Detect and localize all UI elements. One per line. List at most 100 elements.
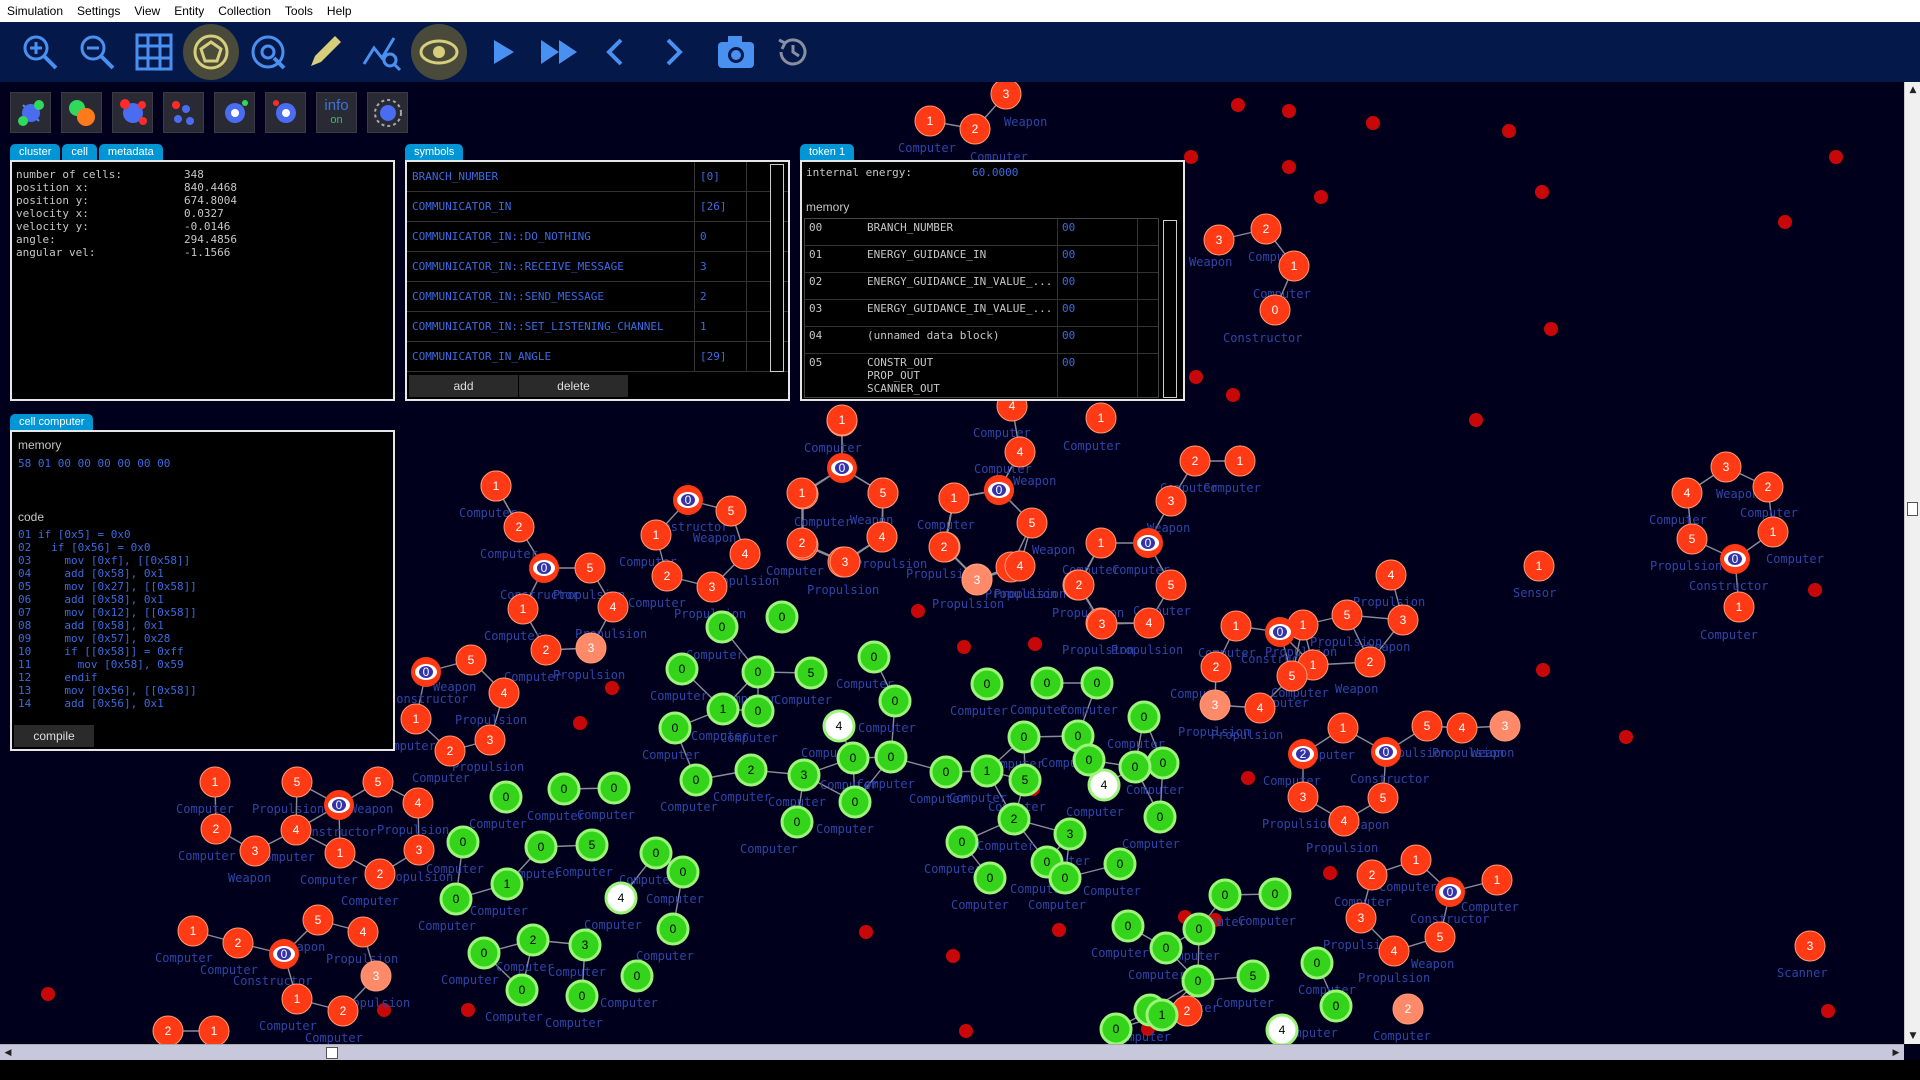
cell[interactable]: 5 [1008, 763, 1042, 797]
cell-network[interactable]: Computer Computer Weapon Weapon Computer Comp… [0, 82, 1904, 1044]
tab-cell-computer[interactable]: cell computer [10, 414, 94, 430]
energy-value[interactable]: 60.0000 [972, 166, 1019, 179]
energy-particle[interactable] [1778, 215, 1792, 229]
cell[interactable]: 5 [1331, 599, 1363, 631]
energy-particle[interactable] [959, 1024, 973, 1038]
cell[interactable]: 1 [914, 105, 946, 137]
menu-tools[interactable]: Tools [284, 4, 313, 18]
energy-particle[interactable] [957, 640, 971, 654]
energy-particle[interactable] [1502, 124, 1516, 138]
cell[interactable]: 4 [488, 677, 520, 709]
cell[interactable]: 5 [1424, 921, 1456, 953]
cell[interactable]: 1 [1723, 591, 1755, 623]
cell[interactable]: 0 [929, 755, 963, 789]
cell[interactable]: 1 [1145, 998, 1179, 1032]
energy-particle[interactable] [1241, 771, 1255, 785]
cell[interactable]: 1 [640, 519, 672, 551]
symbol-value[interactable]: [0] [695, 161, 747, 192]
cell[interactable]: 0 [1118, 750, 1152, 784]
camera-icon[interactable] [708, 24, 764, 80]
cell[interactable]: 0 [565, 979, 599, 1013]
cell[interactable]: 3 [568, 928, 602, 962]
cell[interactable]: 2 [786, 527, 818, 559]
cell[interactable]: 5 [867, 477, 899, 509]
cell[interactable]: 2 [1179, 445, 1211, 477]
token-scrollbar[interactable] [1163, 220, 1177, 398]
energy-particle[interactable] [1226, 388, 1240, 402]
grid-icon[interactable] [126, 24, 182, 80]
energy-particle[interactable] [1282, 160, 1296, 174]
energy-particle[interactable] [573, 716, 587, 730]
cell[interactable]: 2 [434, 735, 466, 767]
energy-particle[interactable] [1544, 322, 1558, 336]
tab-symbols[interactable]: symbols [405, 144, 464, 160]
cell[interactable]: 0 [1182, 912, 1216, 946]
cell[interactable]: 0 [1300, 946, 1334, 980]
cell[interactable]: 0 [639, 836, 673, 870]
cell[interactable]: 3 [990, 82, 1022, 110]
cell[interactable]: 4 [1087, 768, 1121, 802]
energy-particle[interactable] [1829, 150, 1843, 164]
cell[interactable]: 0 [446, 825, 480, 859]
cell[interactable]: 5 [575, 828, 609, 862]
cell[interactable]: 2 [1752, 471, 1784, 503]
menu-collection[interactable]: Collection [218, 4, 271, 18]
selection-icon[interactable] [367, 92, 408, 133]
cell[interactable]: 0 [1007, 720, 1041, 754]
cell[interactable]: 1 [1085, 402, 1117, 434]
cell[interactable]: 4 [1004, 436, 1036, 468]
property-value[interactable]: 0.0327 [184, 207, 224, 220]
cell[interactable]: 3 [961, 564, 993, 596]
cell[interactable]: 2 [516, 923, 550, 957]
symbol-name[interactable]: COMMUNICATOR_IN::DO_NOTHING [407, 221, 695, 252]
cell[interactable]: 2 [530, 634, 562, 666]
cell[interactable]: 0 [1146, 746, 1180, 780]
cell[interactable]: 3 [1203, 224, 1235, 256]
new-particles-icon[interactable] [163, 92, 204, 133]
cell[interactable]: 5 [455, 644, 487, 676]
cell[interactable]: 0 [1149, 931, 1183, 965]
symbol-value[interactable]: 1 [695, 311, 747, 342]
symbol-value[interactable]: [26] [695, 191, 747, 222]
cell[interactable]: 5 [1276, 660, 1308, 692]
cell[interactable]: 0 [1072, 743, 1106, 777]
cell[interactable]: 5 [715, 495, 747, 527]
cell[interactable]: 1 [1481, 864, 1513, 896]
energy-particle[interactable] [946, 949, 960, 963]
cell[interactable]: 5 [302, 904, 334, 936]
cell[interactable]: 1 [177, 915, 209, 947]
cell[interactable]: 0 [984, 475, 1014, 505]
cell[interactable]: 5 [1411, 710, 1443, 742]
cc-memory-value[interactable]: 58 01 00 00 00 00 00 00 [18, 457, 171, 470]
cell[interactable]: 1 [706, 692, 740, 726]
cell[interactable]: 1 [1400, 844, 1432, 876]
cell[interactable]: 0 [1030, 666, 1064, 700]
memory-value[interactable]: 00 [1058, 300, 1138, 326]
step-forward-icon[interactable] [645, 24, 701, 80]
property-value[interactable]: 294.4856 [184, 233, 237, 246]
cell[interactable]: 0 [666, 855, 700, 889]
energy-particle[interactable] [1469, 413, 1483, 427]
cell[interactable]: 2 [959, 113, 991, 145]
cell[interactable]: 4 [280, 814, 312, 846]
cell[interactable]: 0 [1103, 847, 1137, 881]
cell[interactable]: 0 [1435, 877, 1465, 907]
cell[interactable]: 2 [152, 1015, 184, 1044]
vertical-scroll-thumb[interactable] [1907, 502, 1918, 516]
energy-particle[interactable] [1231, 98, 1245, 112]
play-icon[interactable] [474, 24, 530, 80]
symbol-value[interactable]: 3 [695, 251, 747, 282]
energy-particle[interactable] [1323, 866, 1337, 880]
cell[interactable]: 0 [1143, 800, 1177, 834]
scroll-up-icon[interactable]: ▲ [1909, 85, 1917, 95]
menu-settings[interactable]: Settings [77, 4, 121, 18]
vertical-scrollbar[interactable]: ▲ ▼ [1904, 82, 1920, 1044]
cell[interactable]: 4 [866, 521, 898, 553]
cell[interactable]: 0 [665, 652, 699, 686]
cell[interactable]: 1 [1327, 712, 1359, 744]
cell[interactable]: 4 [1375, 559, 1407, 591]
cell[interactable]: 2 [503, 511, 535, 543]
cell[interactable]: 0 [741, 655, 775, 689]
cell[interactable]: 5 [1155, 569, 1187, 601]
cell[interactable]: 0 [467, 936, 501, 970]
